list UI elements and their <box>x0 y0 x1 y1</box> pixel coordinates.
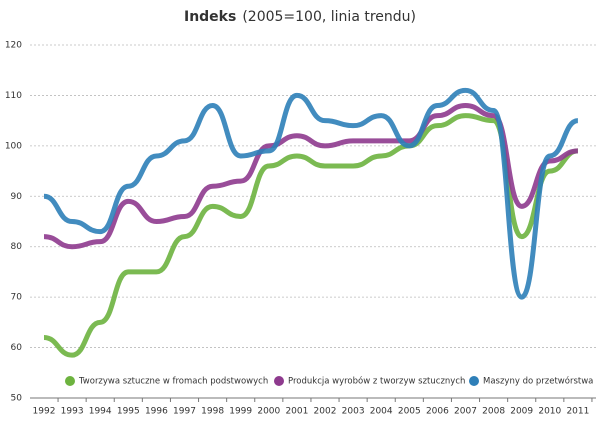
x-tick-label: 2003 <box>342 407 365 417</box>
y-tick-label: 70 <box>11 293 23 303</box>
x-tick-label: 2004 <box>370 407 393 417</box>
series-line <box>43 113 579 358</box>
series-line <box>43 103 579 250</box>
legend-label: Maszyny do przetwórstwa <box>483 376 593 387</box>
chart-subtitle: (2005=100, linia trendu) <box>242 9 416 25</box>
x-tick-label: 2011 <box>566 407 589 417</box>
x-tick-label: 2006 <box>426 407 449 417</box>
y-tick-label: 120 <box>5 41 22 51</box>
x-tick-label: 2009 <box>510 407 533 417</box>
x-tick-label: 2005 <box>398 407 421 417</box>
x-tick-label: 2010 <box>538 407 561 417</box>
x-tick-label: 1999 <box>229 407 252 417</box>
x-tick-label: 1995 <box>117 407 140 417</box>
x-tick-label: 1998 <box>201 407 224 417</box>
legend-marker <box>65 376 75 386</box>
legend-marker <box>469 376 479 386</box>
legend-label: Tworzywa sztuczne w fromach podstwowych <box>78 377 268 387</box>
x-tick-label: 1994 <box>89 407 112 417</box>
legend-label: Produkcja wyrobów z tworzyw sztucznych <box>288 376 465 387</box>
y-tick-label: 100 <box>5 141 22 151</box>
y-tick-label: 60 <box>11 343 23 353</box>
series-line <box>43 87 579 300</box>
x-tick-label: 1997 <box>173 407 196 417</box>
x-tick-label: 2002 <box>314 407 337 417</box>
y-tick-label: 110 <box>5 91 22 101</box>
x-tick-label: 1993 <box>61 407 84 417</box>
x-tick-label: 1996 <box>145 407 168 417</box>
x-tick-label: 2007 <box>454 407 477 417</box>
y-tick-label: 90 <box>11 192 23 202</box>
legend-marker <box>274 376 284 386</box>
x-tick-label: 2008 <box>482 407 505 417</box>
y-tick-label: 80 <box>11 242 23 252</box>
chart-title-group: Indeks (2005=100, linia trendu) <box>184 9 416 25</box>
x-tick-label: 2000 <box>257 407 280 417</box>
y-tick-label: 50 <box>11 394 23 404</box>
chart-title: Indeks <box>184 9 236 25</box>
x-tick-label: 2001 <box>285 407 308 417</box>
x-tick-label: 1992 <box>33 407 56 417</box>
